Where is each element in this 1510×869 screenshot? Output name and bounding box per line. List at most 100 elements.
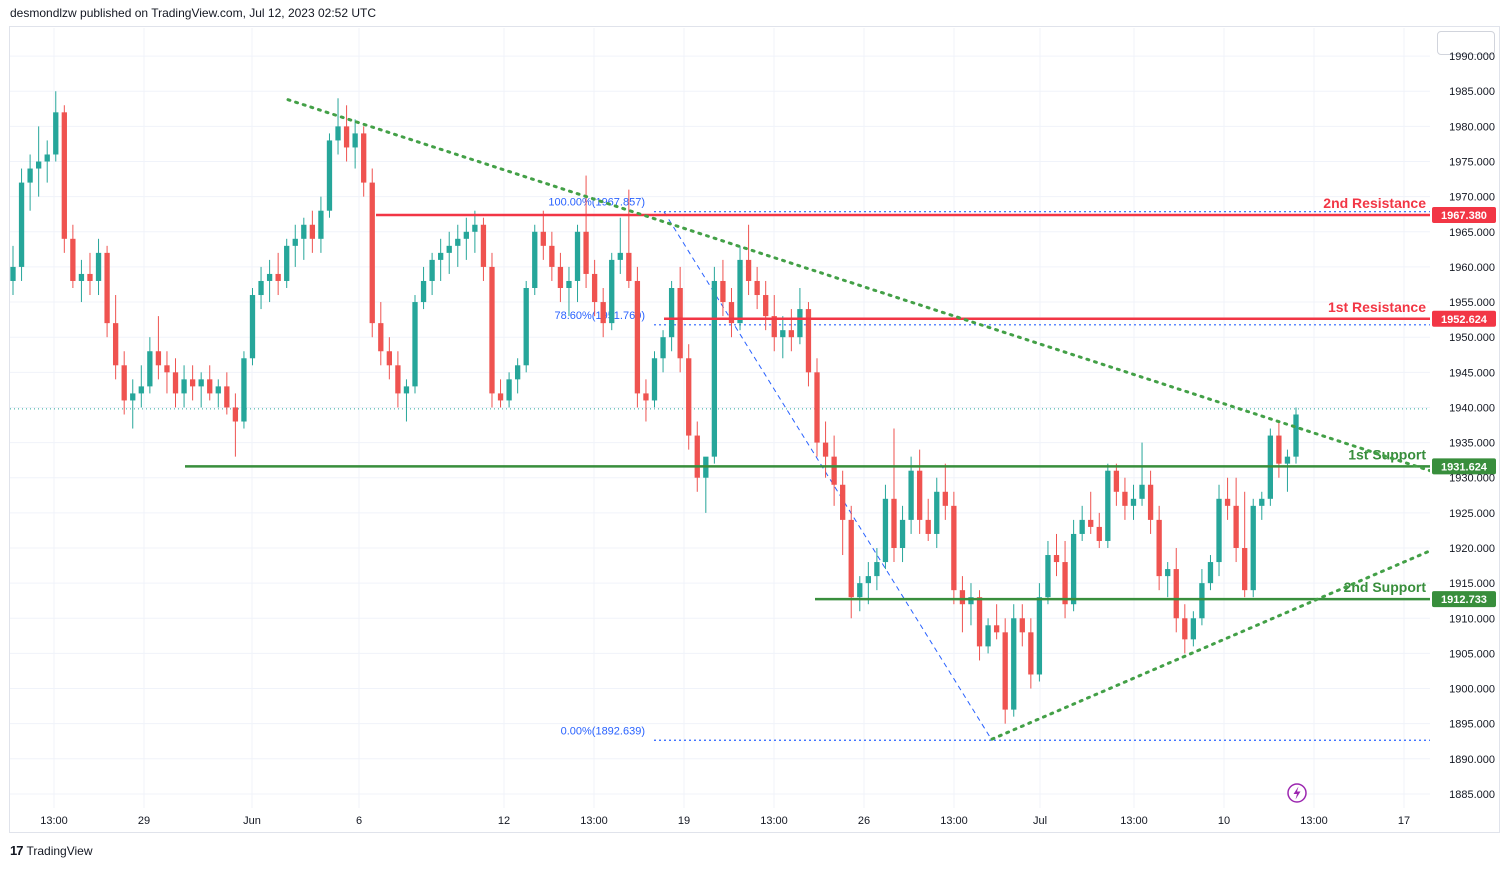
candle-body — [942, 491, 948, 506]
candle-body — [172, 372, 179, 394]
candle-body — [1182, 618, 1188, 640]
candle-body — [1293, 414, 1299, 457]
candle — [788, 309, 795, 352]
candle-body — [532, 231, 538, 288]
candle-body — [138, 386, 144, 394]
chart-settings-box[interactable] — [1437, 31, 1495, 55]
candle-body — [438, 252, 444, 260]
time-tick-label: 17 — [1398, 815, 1410, 827]
trendlines[interactable] — [286, 98, 1430, 741]
candle — [10, 245, 16, 296]
candle — [899, 505, 906, 563]
candle-body — [651, 358, 658, 401]
time-tick-label: 13:00 — [940, 815, 968, 827]
candle — [112, 295, 119, 380]
candle-body — [1070, 533, 1077, 605]
price-tag — [1432, 310, 1496, 327]
candle-body — [1259, 498, 1265, 506]
candle-body — [506, 379, 512, 401]
footer-brand: TradingView — [26, 843, 93, 858]
candle-body — [540, 231, 546, 246]
candle-body — [1130, 498, 1137, 506]
candle-body — [1002, 632, 1008, 710]
candle — [420, 266, 427, 310]
price-tick-label: 1965.000 — [1449, 227, 1495, 239]
price-tick-label: 1885.000 — [1449, 789, 1495, 801]
candle — [728, 288, 735, 338]
candle-body — [429, 259, 435, 281]
candle-body — [378, 323, 384, 352]
candle-body — [788, 330, 795, 338]
lightning-icon[interactable] — [1287, 783, 1307, 803]
time-axis[interactable]: 13:00 29 Jun 6 12 13:00 19 13:00 26 13:00 Jul 13:00… — [40, 815, 1410, 827]
candle-body — [412, 302, 418, 387]
candle — [53, 91, 59, 162]
candle-body — [70, 238, 76, 281]
candle — [540, 210, 546, 260]
candle — [848, 505, 854, 619]
candle — [805, 302, 812, 387]
price-tick-label: 1945.000 — [1449, 367, 1495, 379]
fib-diagonal — [663, 211, 993, 741]
candle — [455, 224, 461, 267]
candle — [600, 288, 606, 338]
candle-body — [1190, 618, 1197, 640]
candle — [1216, 484, 1222, 577]
candle — [207, 365, 213, 401]
candle-body — [822, 442, 829, 457]
candle-body — [181, 379, 187, 394]
candle — [797, 288, 803, 345]
candle-body — [232, 407, 239, 422]
candle — [224, 372, 230, 415]
candle — [266, 259, 273, 303]
candle-body — [284, 245, 290, 281]
candle — [1053, 533, 1060, 577]
fib-level-label: 78.60%(1951.760) — [554, 310, 645, 322]
candle-body — [1045, 555, 1051, 598]
support-resistance-levels[interactable]: 2nd Resistance 1967.380 1st Resistance 1952… — [185, 195, 1496, 608]
candle-body — [754, 280, 760, 296]
candle — [181, 365, 187, 408]
candle-body — [10, 266, 16, 281]
candle — [489, 252, 495, 408]
candle-body — [301, 224, 307, 239]
candle — [438, 238, 444, 281]
price-tag-label: 1952.624 — [1441, 314, 1488, 326]
candle-body — [44, 154, 50, 162]
candle — [814, 358, 820, 457]
price-tag-label: 1967.380 — [1441, 210, 1487, 222]
chart-frame — [9, 26, 1500, 833]
candle — [369, 168, 375, 338]
candle — [44, 140, 50, 183]
time-tick-label: 13:00 — [40, 815, 68, 827]
candle-body — [882, 498, 889, 563]
candle-body — [591, 273, 598, 303]
candle — [1028, 618, 1034, 689]
candle-body — [523, 288, 529, 366]
price-axis[interactable]: 1885.000 1890.000 1895.000 1900.000 1905.000… — [1449, 51, 1495, 801]
candle-body — [78, 273, 85, 281]
candle-body — [686, 358, 692, 436]
price-tag — [1432, 207, 1496, 224]
candle-body — [446, 245, 452, 253]
candle-body — [728, 302, 735, 324]
candle — [78, 259, 85, 303]
time-tick-label: 13:00 — [1120, 815, 1148, 827]
candle — [189, 365, 196, 401]
candle-body — [600, 302, 606, 324]
candle-body — [104, 252, 110, 324]
price-tick-label: 1970.000 — [1449, 192, 1495, 204]
fibonacci-retracement[interactable]: 100.00%(1967.857) 78.60%(1951.760) 0.00%(1… — [548, 197, 1430, 741]
candle-body — [840, 484, 846, 520]
candle-body — [369, 182, 375, 324]
candle — [1130, 484, 1137, 520]
candle-body — [395, 365, 401, 394]
candle — [720, 259, 726, 317]
candle-body — [95, 252, 102, 281]
candle — [557, 252, 564, 303]
candle — [36, 126, 42, 197]
candle-body — [1088, 519, 1094, 527]
candle-body — [53, 112, 59, 155]
candle-body — [420, 280, 427, 303]
